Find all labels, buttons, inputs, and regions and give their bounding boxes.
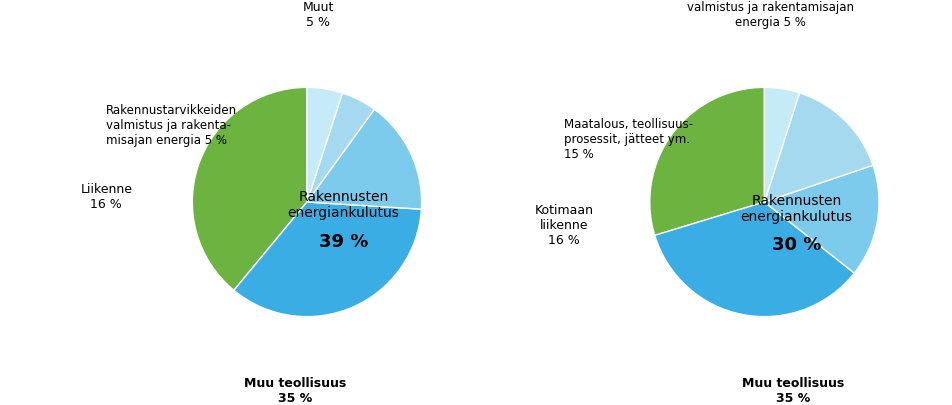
- Text: Rakennustarvikkeiden
valmistus ja rakenta-
misajan energia 5 %: Rakennustarvikkeiden valmistus ja rakent…: [107, 103, 237, 146]
- Text: valmistus ja rakentamisajan
energia 5 %: valmistus ja rakentamisajan energia 5 %: [685, 1, 853, 29]
- Text: Muu teollisuus
35 %: Muu teollisuus 35 %: [244, 376, 347, 404]
- Text: Liikenne
16 %: Liikenne 16 %: [80, 183, 132, 211]
- Wedge shape: [764, 166, 878, 273]
- Text: Maatalous, teollisuus-
prosessit, jätteet ym.
15 %: Maatalous, teollisuus- prosessit, jättee…: [564, 118, 692, 161]
- Text: Kotimaan
liikenne
16 %: Kotimaan liikenne 16 %: [534, 204, 593, 247]
- Text: 39 %: 39 %: [319, 232, 367, 250]
- Text: Rakennusten
energiankulutus: Rakennusten energiankulutus: [288, 190, 399, 220]
- Wedge shape: [233, 202, 421, 317]
- Text: Rakennusten
energiankulutus: Rakennusten energiankulutus: [740, 193, 851, 223]
- Wedge shape: [654, 202, 853, 317]
- Wedge shape: [307, 88, 342, 202]
- Text: Muut
5 %: Muut 5 %: [303, 1, 334, 29]
- Wedge shape: [192, 88, 307, 291]
- Wedge shape: [307, 110, 421, 210]
- Wedge shape: [307, 94, 374, 202]
- Text: Muu teollisuus
35 %: Muu teollisuus 35 %: [742, 376, 843, 404]
- Wedge shape: [764, 94, 872, 202]
- Text: 30 %: 30 %: [771, 236, 821, 254]
- Wedge shape: [764, 88, 799, 202]
- Wedge shape: [649, 88, 764, 236]
